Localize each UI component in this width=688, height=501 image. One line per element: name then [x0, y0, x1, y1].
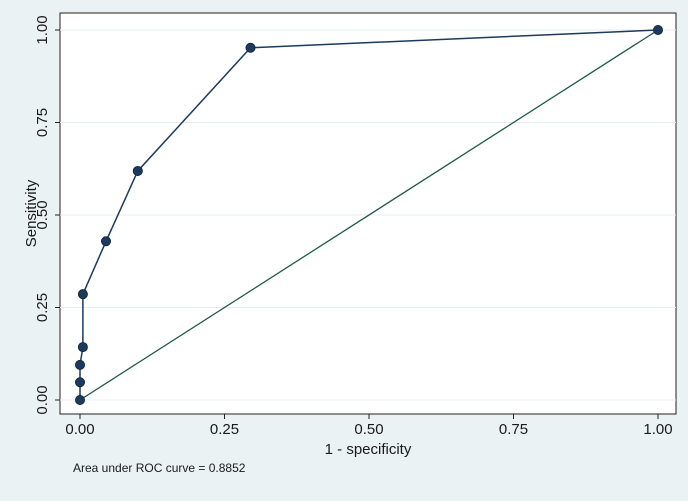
roc-point [101, 236, 112, 247]
y-tick-label: 0.50 [34, 200, 51, 229]
x-axis-title: 1 - specificity [325, 441, 412, 458]
axes: 0.00 0.25 0.50 0.75 1.00 0.00 0.25 0.50 0.75 1.00 [34, 15, 673, 438]
roc-point [132, 165, 143, 176]
x-tick-label: 0.25 [210, 421, 239, 438]
y-tick-label: 1.00 [34, 15, 51, 44]
roc-point [77, 289, 88, 300]
x-tick-label: 0.00 [65, 421, 94, 438]
roc-point [653, 24, 664, 35]
auc-annotation: Area under ROC curve = 0.8852 [73, 461, 246, 475]
x-tick-label: 0.75 [499, 421, 528, 438]
reference-line [79, 29, 659, 401]
roc-point [75, 359, 86, 370]
y-tick-label: 0.75 [34, 108, 51, 137]
y-tick-label: 0.25 [34, 293, 51, 322]
grid-lines [60, 29, 676, 401]
x-tick-label: 0.50 [354, 421, 383, 438]
roc-point [245, 42, 256, 53]
roc-point [75, 394, 86, 405]
y-axis-title: Sensitivity [23, 179, 40, 247]
x-tick-label: 1.00 [643, 421, 672, 438]
roc-curve-layer [75, 24, 664, 405]
roc-point [75, 377, 86, 388]
reference-line-layer [79, 29, 659, 401]
roc-point [77, 342, 88, 353]
y-tick-label: 0.00 [34, 385, 51, 414]
